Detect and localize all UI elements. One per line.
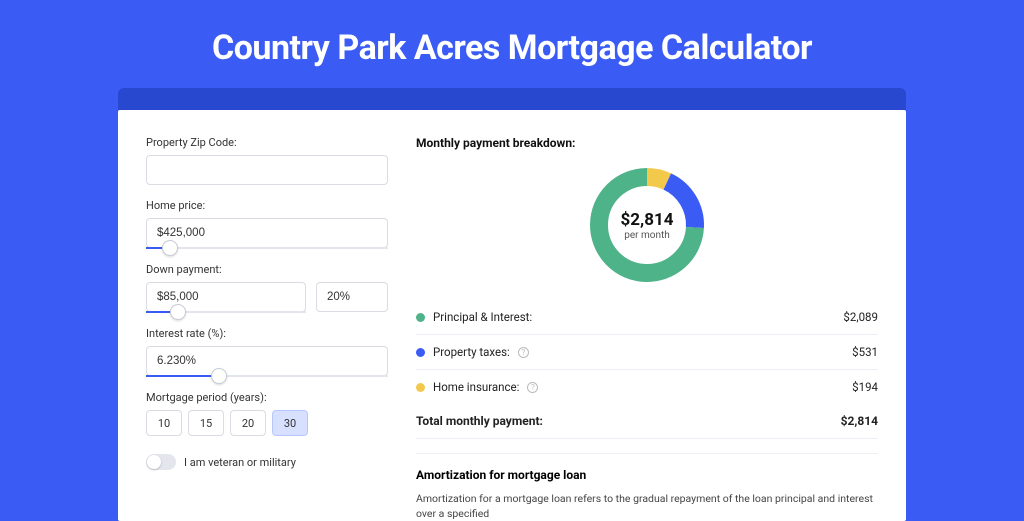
legend-label: Principal & Interest: xyxy=(433,310,532,324)
legend-dot-pi xyxy=(416,313,425,322)
donut-center-sub: per month xyxy=(624,230,670,241)
interest-rate-group: Interest rate (%): xyxy=(146,327,388,377)
total-line: Total monthly payment: $2,814 xyxy=(416,404,878,439)
payment-donut-chart: $2,814 per month xyxy=(586,164,708,286)
legend-label: Home insurance: xyxy=(433,380,519,394)
veteran-label: I am veteran or military xyxy=(184,456,296,469)
amortization-title: Amortization for mortgage loan xyxy=(416,468,878,482)
zip-input[interactable] xyxy=(146,155,388,185)
legend-line-ins: Home insurance:? $194 xyxy=(416,370,878,404)
down-payment-group: Down payment: xyxy=(146,263,388,313)
interest-rate-label: Interest rate (%): xyxy=(146,327,388,340)
inputs-panel: Property Zip Code: Home price: Down paym… xyxy=(146,136,388,521)
legend-line-pi: Principal & Interest: $2,089 xyxy=(416,300,878,335)
zip-group: Property Zip Code: xyxy=(146,136,388,185)
amortization-section: Amortization for mortgage loan Amortizat… xyxy=(416,453,878,521)
amortization-text: Amortization for a mortgage loan refers … xyxy=(416,492,878,521)
slider-thumb[interactable] xyxy=(211,368,227,384)
total-value: $2,814 xyxy=(841,414,878,428)
period-option-30[interactable]: 30 xyxy=(272,410,308,436)
zip-label: Property Zip Code: xyxy=(146,136,388,149)
period-options: 10152030 xyxy=(146,410,388,436)
legend-dot-tax xyxy=(416,348,425,357)
slider-thumb[interactable] xyxy=(170,304,186,320)
down-payment-label: Down payment: xyxy=(146,263,388,276)
interest-rate-slider[interactable] xyxy=(146,375,388,377)
period-label: Mortgage period (years): xyxy=(146,391,388,404)
legend-list: Principal & Interest: $2,089 Property taxe… xyxy=(416,300,878,404)
legend-value: $531 xyxy=(852,345,878,359)
card-tab-stub xyxy=(118,88,906,110)
period-option-10[interactable]: 10 xyxy=(146,410,182,436)
down-payment-slider[interactable] xyxy=(146,311,306,313)
slider-thumb[interactable] xyxy=(162,240,178,256)
interest-rate-input[interactable] xyxy=(146,346,388,376)
home-price-group: Home price: xyxy=(146,199,388,249)
home-price-input[interactable] xyxy=(146,218,388,248)
calculator-card: Property Zip Code: Home price: Down paym… xyxy=(118,88,906,521)
veteran-toggle[interactable] xyxy=(146,454,176,470)
page-title: Country Park Acres Mortgage Calculator xyxy=(0,0,1024,88)
period-option-20[interactable]: 20 xyxy=(230,410,266,436)
donut-center-value: $2,814 xyxy=(621,210,674,230)
down-payment-pct-input[interactable] xyxy=(316,282,388,312)
breakdown-panel: Monthly payment breakdown: $2,814 per mo… xyxy=(416,136,878,521)
legend-value: $2,089 xyxy=(843,310,878,324)
info-icon[interactable]: ? xyxy=(527,382,538,393)
total-label: Total monthly payment: xyxy=(416,414,543,428)
legend-value: $194 xyxy=(852,380,878,394)
breakdown-title: Monthly payment breakdown: xyxy=(416,136,878,150)
toggle-knob xyxy=(147,455,161,469)
home-price-slider[interactable] xyxy=(146,247,388,249)
home-price-label: Home price: xyxy=(146,199,388,212)
legend-line-tax: Property taxes:? $531 xyxy=(416,335,878,370)
legend-label: Property taxes: xyxy=(433,345,510,359)
period-option-15[interactable]: 15 xyxy=(188,410,224,436)
period-group: Mortgage period (years): 10152030 xyxy=(146,391,388,436)
veteran-row: I am veteran or military xyxy=(146,454,388,470)
info-icon[interactable]: ? xyxy=(518,347,529,358)
legend-dot-ins xyxy=(416,383,425,392)
